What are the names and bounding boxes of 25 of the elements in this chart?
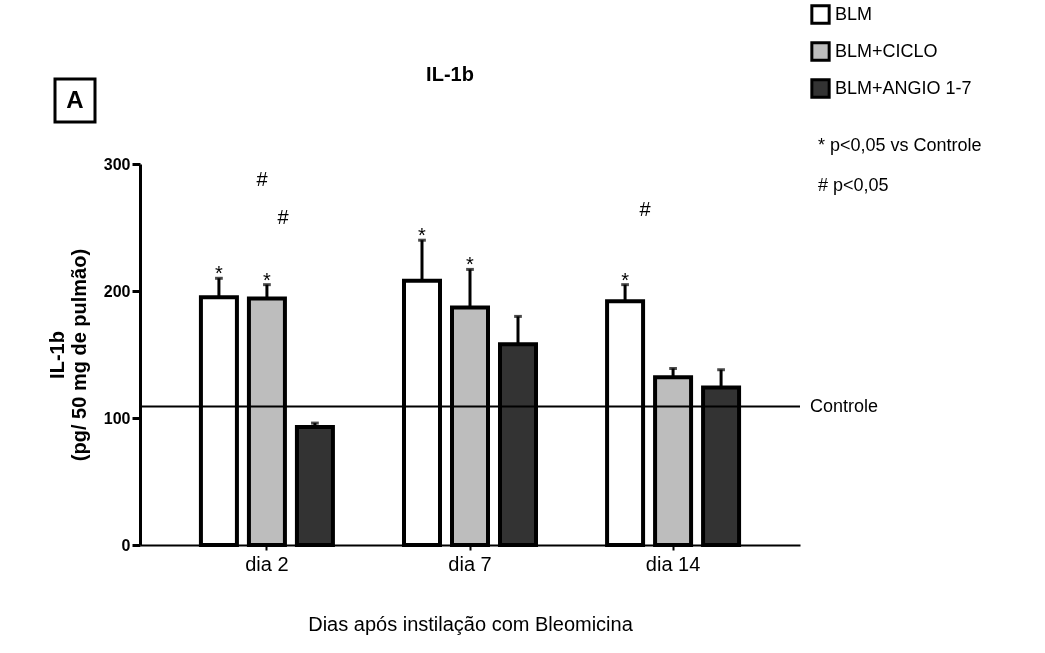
legend-label: BLM+CICLO xyxy=(835,40,938,61)
y-axis-title: IL-1b (pg/ 50 mg de pulmão) xyxy=(45,248,90,462)
x-tick-label: dia 7 xyxy=(448,552,492,575)
data-label: * xyxy=(215,262,224,285)
y-tick-label: 200 xyxy=(103,282,131,300)
legend-label: BLM xyxy=(835,3,873,24)
y-tick-label: 0 xyxy=(121,536,131,554)
annotation: # xyxy=(639,198,652,220)
legend-label: BLM+ANGIO 1-7 xyxy=(835,77,972,98)
text: # p<0,05 xyxy=(818,175,889,195)
x-axis-title: Dias após instilação com Bleomicina xyxy=(308,612,634,635)
x-tick-label: dia 14 xyxy=(645,552,701,575)
y-tick-label: 100 xyxy=(103,409,131,427)
text: A xyxy=(66,86,84,113)
annotation: # xyxy=(277,206,290,228)
data-label: * xyxy=(263,268,272,291)
text: * p<0,05 vs Controle xyxy=(818,135,982,155)
x-tick-label: dia 2 xyxy=(245,552,289,575)
data-label: * xyxy=(621,268,630,291)
data-label: * xyxy=(466,253,475,276)
ref-line-label: Controle xyxy=(810,395,879,416)
annotation: # xyxy=(256,168,269,190)
data-label: * xyxy=(418,224,427,247)
y-tick-label: 300 xyxy=(103,155,131,173)
chart-title: IL-1b xyxy=(426,63,474,85)
